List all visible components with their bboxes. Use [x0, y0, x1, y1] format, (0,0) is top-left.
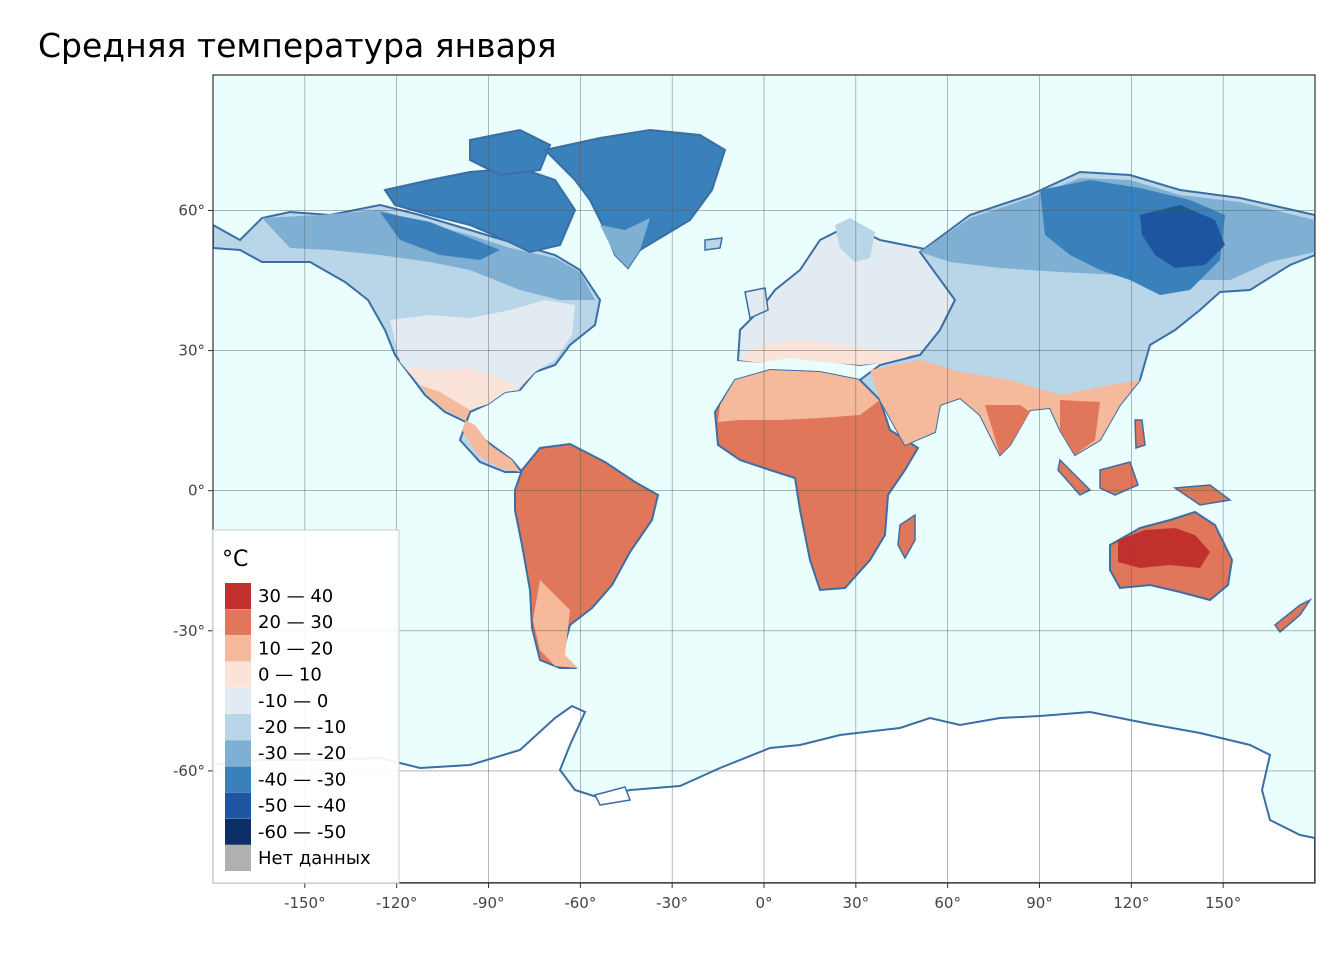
lon-tick-label: -30° [656, 894, 688, 912]
legend-label: 20 — 30 [258, 612, 333, 633]
legend-swatch [225, 818, 251, 845]
legend-label: -10 — 0 [258, 691, 328, 712]
lon-tick-label: -60° [564, 894, 596, 912]
legend-swatch [225, 766, 251, 793]
legend-items: 30 — 40 20 — 30 10 — 20 0 — 10 -10 — 0 -20 — … [225, 583, 371, 871]
lon-tick-label: 90° [1026, 894, 1053, 912]
legend-swatch [225, 714, 251, 740]
legend-swatch [225, 792, 251, 819]
indonesia [1057, 458, 1092, 496]
legend-label: 0 — 10 [258, 665, 322, 686]
legend-title: °C [222, 547, 248, 572]
lon-tick-label: -90° [473, 894, 505, 912]
legend-swatch [225, 583, 251, 609]
greenland [542, 128, 727, 270]
legend-label: -60 — -50 [258, 822, 346, 843]
longitude-ticks: -150° -120° -90° -60° -30° 0° 30° 60° 90° 120° 150… [284, 883, 1241, 912]
legend-label: Нет данных [258, 848, 371, 869]
lat-tick-label: 30° [178, 342, 205, 360]
lon-tick-label: 30° [843, 894, 870, 912]
legend-label: -20 — -10 [258, 717, 346, 738]
legend-swatch [225, 609, 251, 636]
legend-label: 10 — 20 [258, 638, 333, 659]
legend: °C 30 — 40 20 — 30 10 — 20 0 — 10 -10 — 0 -20… [212, 529, 400, 884]
lat-tick-label: 60° [178, 201, 205, 219]
legend-label: -50 — -40 [258, 796, 346, 817]
legend-label: -30 — -20 [258, 743, 346, 764]
africa [713, 368, 920, 592]
arctic-islands [383, 166, 577, 254]
lat-tick-label: 0° [188, 482, 205, 500]
legend-label: 30 — 40 [258, 586, 333, 607]
lon-tick-label: 120° [1113, 894, 1149, 912]
legend-swatch [225, 635, 251, 662]
legend-swatch [225, 740, 251, 767]
lon-tick-label: -150° [284, 894, 326, 912]
legend-label: -40 — -30 [258, 769, 346, 790]
legend-swatch [225, 661, 251, 688]
lon-tick-label: -120° [376, 894, 418, 912]
latitude-ticks: 60° 30° 0° -30° -60° [173, 201, 213, 780]
lat-tick-label: -30° [173, 622, 205, 640]
legend-swatch [225, 687, 251, 714]
legend-swatch [225, 845, 251, 871]
map-title: Средняя температура января [38, 26, 557, 65]
lon-tick-label: 150° [1205, 894, 1241, 912]
lon-tick-label: 0° [755, 894, 772, 912]
lat-tick-label: -60° [173, 762, 205, 780]
lon-tick-label: 60° [934, 894, 961, 912]
